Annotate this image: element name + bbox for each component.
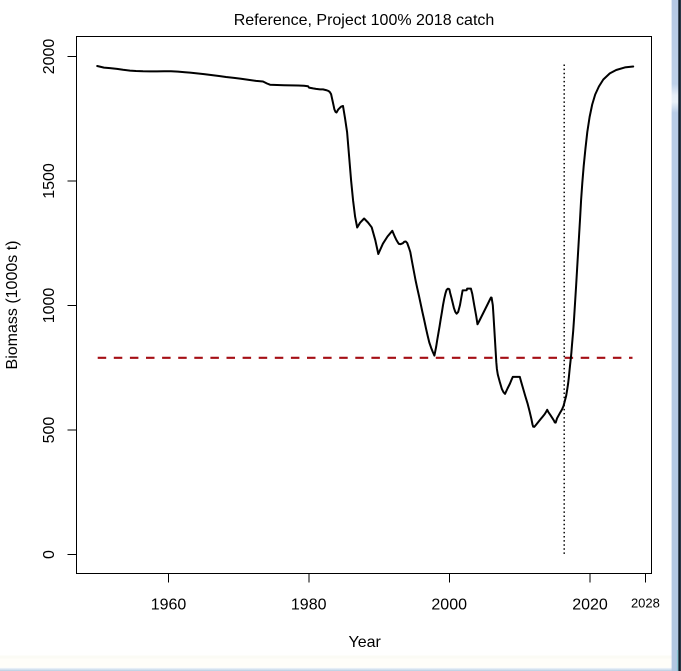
svg-text:2000: 2000 (431, 597, 467, 614)
svg-text:2000: 2000 (41, 39, 58, 75)
svg-text:2020: 2020 (572, 597, 608, 614)
svg-text:Year: Year (349, 634, 382, 651)
svg-text:1960: 1960 (151, 597, 187, 614)
svg-text:Biomass (1000s t): Biomass (1000s t) (4, 241, 21, 370)
svg-text:1500: 1500 (41, 163, 58, 199)
svg-text:0: 0 (41, 550, 58, 559)
svg-text:2028: 2028 (631, 596, 660, 611)
svg-text:500: 500 (41, 417, 58, 444)
svg-text:1000: 1000 (41, 288, 58, 324)
svg-text:Reference, Project 100% 2018 c: Reference, Project 100% 2018 catch (234, 12, 495, 29)
svg-text:1980: 1980 (291, 597, 327, 614)
